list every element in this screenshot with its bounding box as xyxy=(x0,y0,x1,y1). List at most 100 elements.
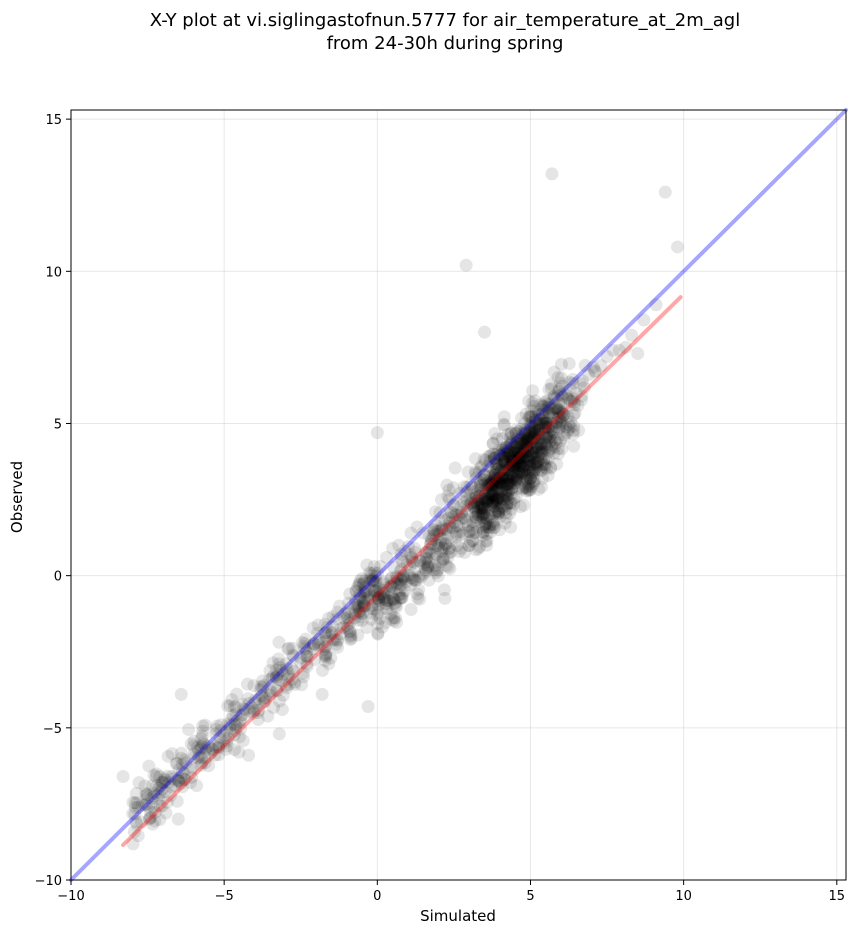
scatter-point xyxy=(371,591,385,605)
scatter-point xyxy=(443,519,457,533)
scatter-point xyxy=(551,411,565,425)
scatter-point xyxy=(482,450,496,464)
scatter-point xyxy=(486,436,500,450)
scatter-point xyxy=(530,446,544,460)
scatter-point xyxy=(394,574,408,588)
scatter-point xyxy=(194,742,208,756)
scatter-point xyxy=(559,420,573,434)
scatter-point xyxy=(517,436,531,450)
scatter-point xyxy=(390,576,404,590)
scatter-point xyxy=(572,423,586,437)
y-tick-label: 15 xyxy=(45,113,62,128)
scatter-point xyxy=(241,692,255,706)
scatter-point xyxy=(671,240,685,254)
scatter-point xyxy=(496,475,510,489)
scatter-point xyxy=(519,481,533,495)
scatter-point xyxy=(509,457,523,471)
scatter-point xyxy=(448,508,462,522)
scatter-point xyxy=(353,592,367,606)
scatter-point xyxy=(525,425,539,439)
scatter-point xyxy=(446,481,460,495)
scatter-point xyxy=(433,524,447,538)
scatter-point xyxy=(521,440,535,454)
scatter-point xyxy=(355,601,369,615)
scatter-point xyxy=(387,597,401,611)
scatter-point xyxy=(532,482,546,496)
scatter-point xyxy=(557,431,571,445)
scatter-point xyxy=(153,770,167,784)
scatter-point xyxy=(450,508,464,522)
scatter-point xyxy=(545,402,559,416)
scatter-point xyxy=(507,459,521,473)
scatter-point xyxy=(306,639,320,653)
scatter-point xyxy=(288,675,302,689)
scatter-point xyxy=(475,459,489,473)
scatter-point xyxy=(475,506,489,520)
scatter-point xyxy=(371,617,385,631)
scatter-point xyxy=(518,467,532,481)
scatter-point xyxy=(488,468,502,482)
scatter-point xyxy=(416,567,430,581)
scatter-point xyxy=(557,386,571,400)
scatter-point xyxy=(175,765,189,779)
scatter-point xyxy=(504,520,518,534)
scatter-point xyxy=(349,598,363,612)
scatter-point xyxy=(537,399,551,413)
scatter-point xyxy=(471,508,485,522)
scatter-point xyxy=(497,489,511,503)
scatter-point xyxy=(475,492,489,506)
scatter-point xyxy=(439,558,453,572)
scatter-point xyxy=(525,396,539,410)
scatter-point xyxy=(421,559,435,573)
scatter-point xyxy=(612,343,626,357)
scatter-point xyxy=(165,747,179,761)
scatter-point xyxy=(522,432,536,446)
scatter-point xyxy=(557,407,571,421)
scatter-point xyxy=(367,560,381,574)
scatter-point xyxy=(473,540,487,554)
scatter-point xyxy=(257,678,271,692)
scatter-point xyxy=(354,590,368,604)
scatter-point xyxy=(529,456,543,470)
scatter-point xyxy=(476,499,490,513)
scatter-point xyxy=(319,648,333,662)
scatter-point xyxy=(165,770,179,784)
scatter-point xyxy=(425,547,439,561)
scatter-point xyxy=(185,770,199,784)
scatter-point xyxy=(370,584,384,598)
scatter-point xyxy=(437,552,451,566)
scatter-point xyxy=(490,478,504,492)
scatter-point xyxy=(299,632,313,646)
scatter-point xyxy=(487,500,501,514)
scatter-point xyxy=(438,591,452,605)
scatter-point xyxy=(543,401,557,415)
scatter-point xyxy=(349,585,363,599)
scatter-point xyxy=(409,573,423,587)
scatter-point xyxy=(232,730,246,744)
scatter-point xyxy=(530,456,544,470)
scatter-point xyxy=(560,388,574,402)
scatter-point xyxy=(446,497,460,511)
scatter-point xyxy=(503,469,517,483)
scatter-point xyxy=(534,464,548,478)
scatter-point xyxy=(444,521,458,535)
scatter-point xyxy=(510,460,524,474)
scatter-point xyxy=(269,671,283,685)
scatter-point xyxy=(542,401,556,415)
scatter-point xyxy=(476,529,490,543)
scatter-point xyxy=(478,518,492,532)
scatter-point xyxy=(158,772,172,786)
scatter-point xyxy=(471,497,485,511)
reference-lines-layer xyxy=(69,108,848,882)
scatter-point xyxy=(497,417,511,431)
scatter-point xyxy=(491,505,505,519)
scatter-point xyxy=(372,582,386,596)
scatter-point xyxy=(488,471,502,485)
scatter-point xyxy=(370,587,384,601)
scatter-point xyxy=(352,578,366,592)
scatter-point xyxy=(489,454,503,468)
scatter-point xyxy=(479,534,493,548)
scatter-point xyxy=(307,637,321,651)
scatter-point xyxy=(412,583,426,597)
scatter-point xyxy=(252,703,266,717)
